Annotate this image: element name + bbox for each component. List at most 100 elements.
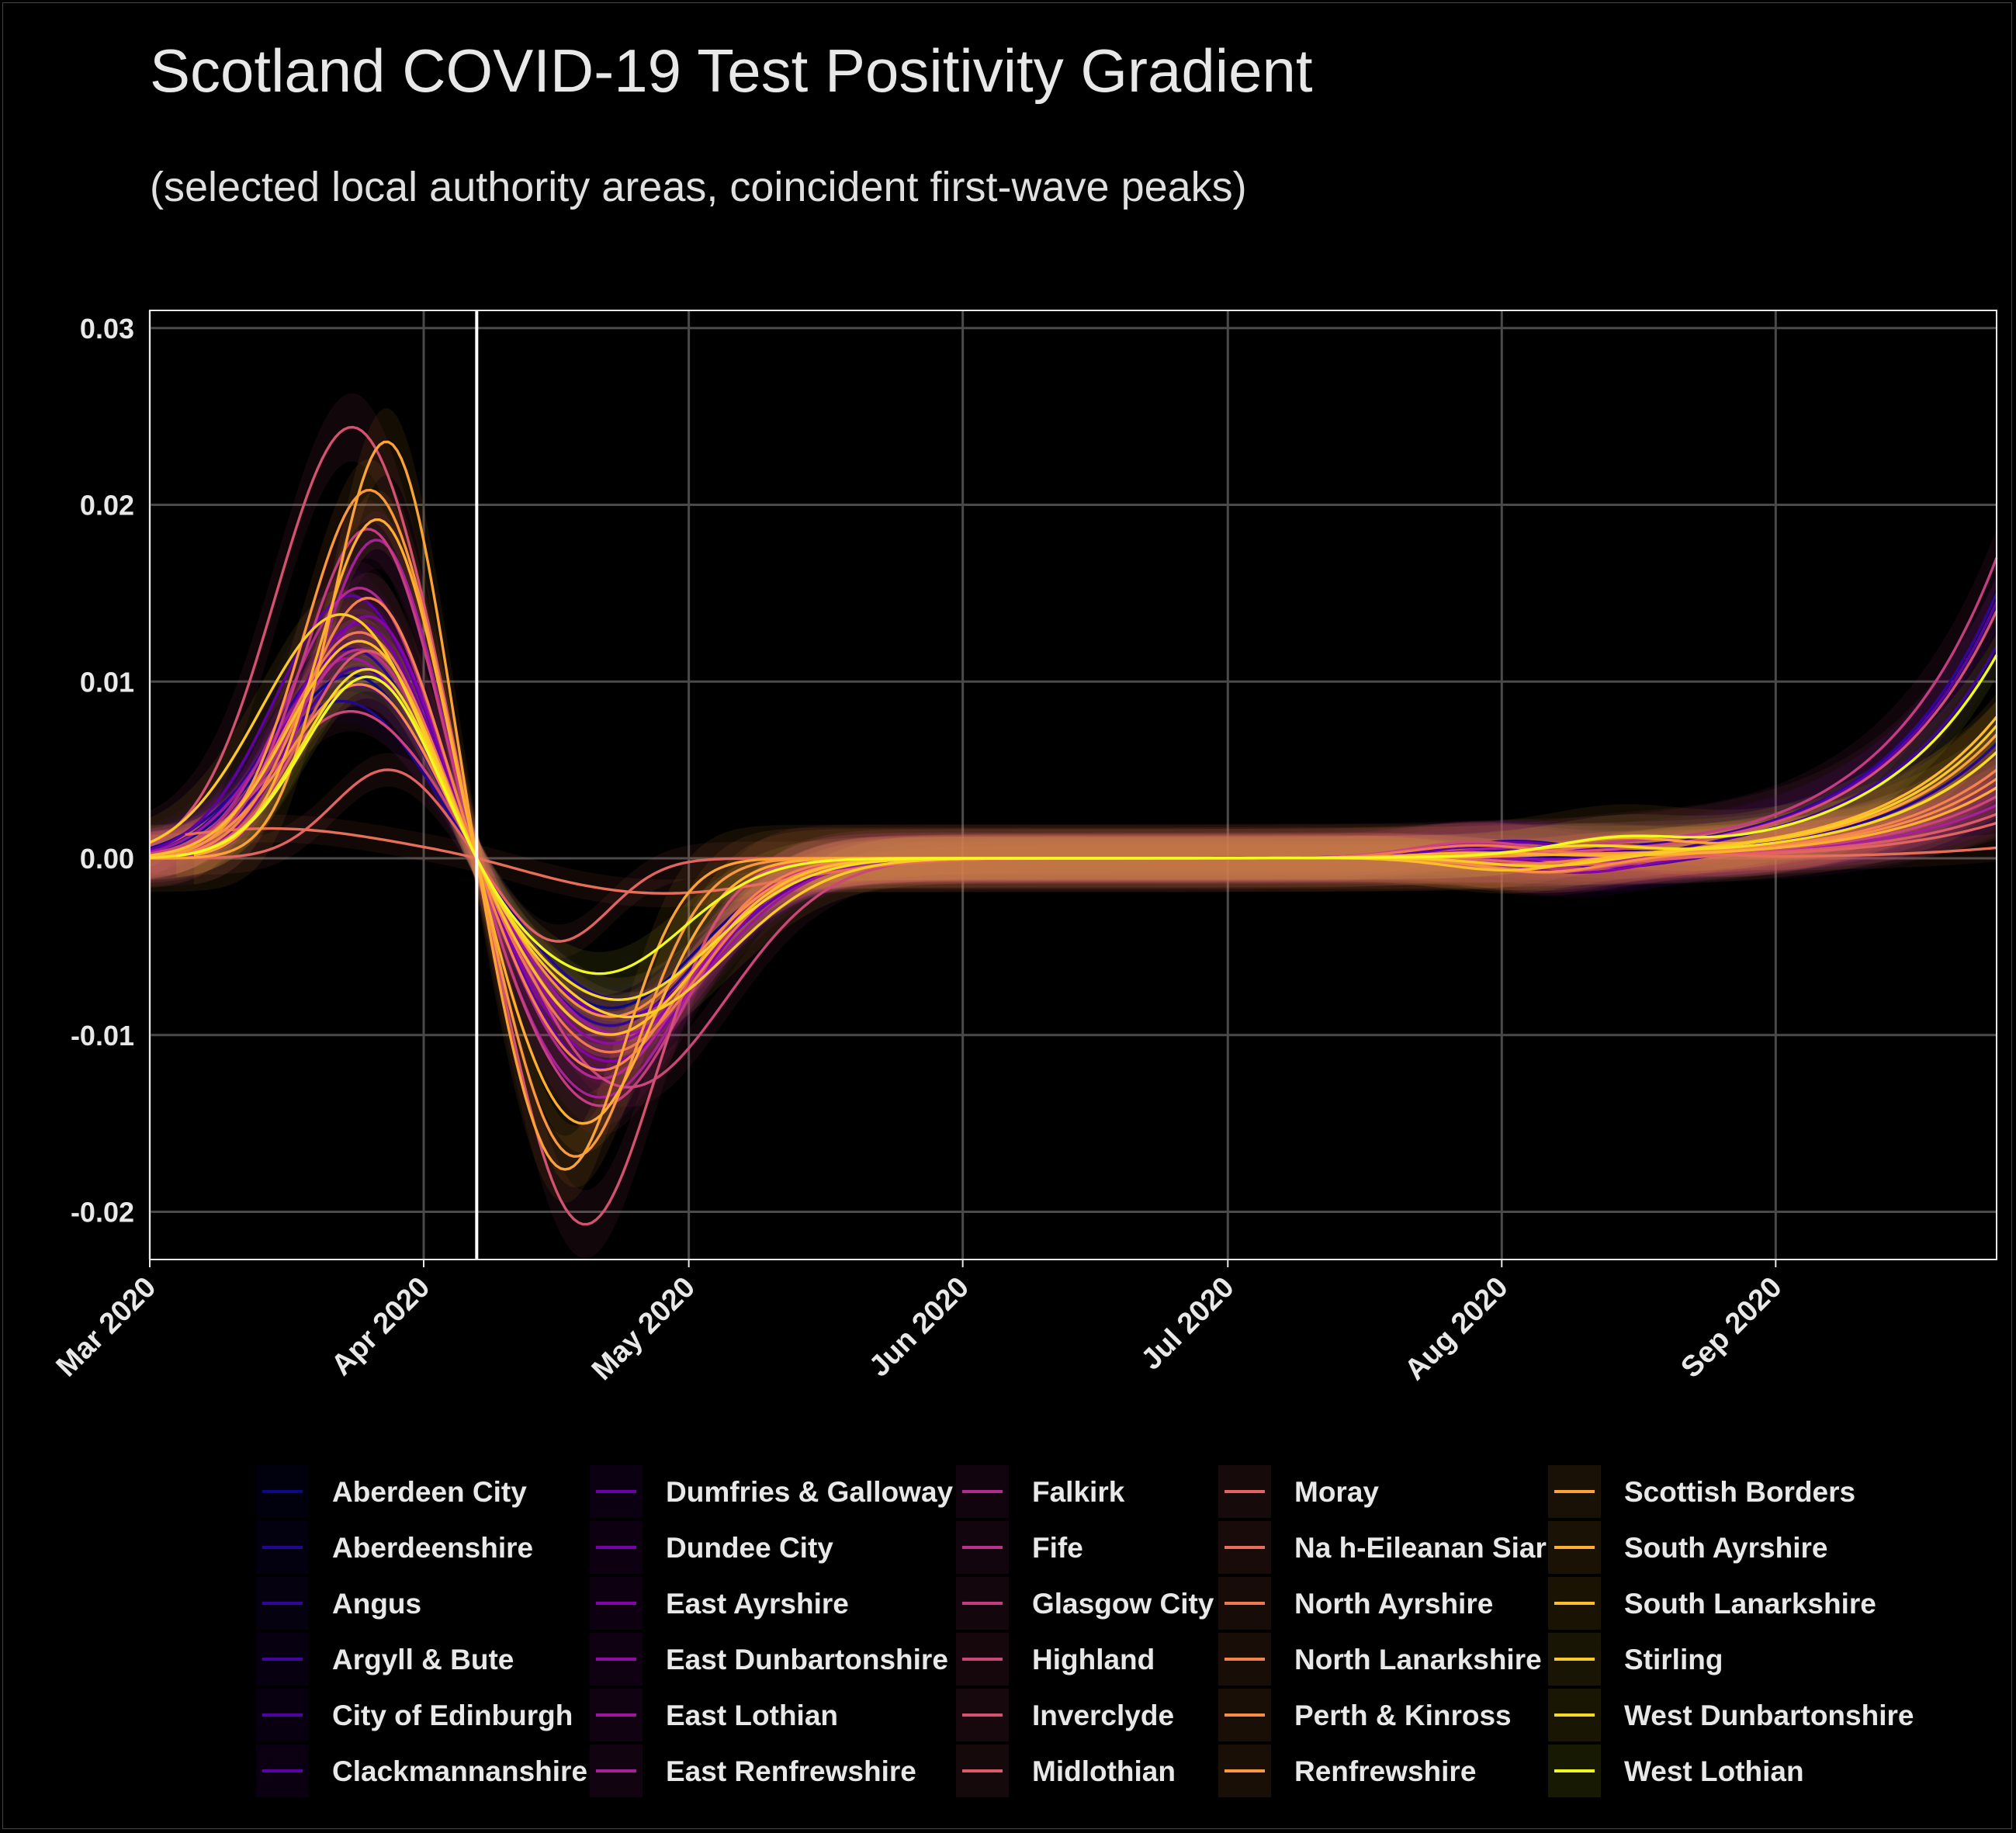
x-tick-label: Mar 2020 [50,1271,163,1384]
legend-item: Clackmannanshire [256,1745,587,1797]
legend-label: West Lothian [1624,1755,1804,1787]
band-argyll-bute [150,624,1997,1040]
legend-item: North Ayrshire [1218,1577,1493,1630]
legend-label: Angus [332,1588,421,1620]
legend-item: East Lothian [590,1689,838,1741]
series-line-west-lothian [175,654,1998,975]
x-tick-label: May 2020 [586,1271,701,1387]
band-east-dunbartonshire [150,617,1997,1067]
legend-label: East Ayrshire [666,1588,849,1620]
band-clackmannanshire [150,570,1997,1095]
legend-item: Stirling [1548,1633,1723,1686]
legend-label: South Lanarkshire [1624,1588,1876,1620]
band-north-lanarkshire [150,572,1997,1096]
y-tick-label: 0.00 [80,843,134,875]
legend-item: Renfrewshire [1218,1745,1476,1797]
legend-item: City of Edinburgh [256,1689,573,1741]
legend-label: Stirling [1624,1644,1723,1675]
x-tick-label: Jun 2020 [863,1271,975,1384]
legend-label: West Dunbartonshire [1624,1700,1914,1731]
legend-label: East Dunbartonshire [666,1644,948,1675]
legend-item: Moray [1218,1465,1379,1518]
y-tick-label: -0.02 [71,1197,134,1228]
legend-item: Inverclyde [956,1689,1174,1741]
band-midlothian [150,628,1997,1058]
legend-label: Midlothian [1032,1755,1176,1787]
legend-label: Renfrewshire [1294,1755,1476,1787]
band-scottish-borders [150,408,1997,1204]
legend-label: East Renfrewshire [666,1755,916,1787]
legend-item: Falkirk [956,1465,1125,1518]
legend-label: Perth & Kinross [1294,1700,1512,1731]
legend-item: Fife [956,1521,1083,1574]
legend-label: Scottish Borders [1624,1476,1855,1508]
legend-item: East Ayrshire [590,1577,849,1630]
y-tick-label: 0.01 [80,666,134,698]
legend-item: Aberdeenshire [256,1521,533,1574]
legend-item: Glasgow City [956,1577,1214,1630]
legend-item: Na h-Eileanan Siar [1218,1521,1547,1574]
band-east-ayrshire [150,591,1997,1086]
legend-item: West Dunbartonshire [1548,1689,1914,1741]
confidence-bands [150,393,1997,1259]
legend-label: North Ayrshire [1294,1588,1493,1620]
chart-title: Scotland COVID-19 Test Positivity Gradie… [150,36,1313,105]
legend-label: East Lothian [666,1700,838,1731]
legend-item: South Lanarkshire [1548,1577,1876,1630]
legend-item: Highland [956,1633,1155,1686]
legend-item: Dundee City [590,1521,833,1574]
band-falkirk [150,562,1997,1105]
legend-item: West Lothian [1548,1745,1804,1797]
legend-item: Perth & Kinross [1218,1689,1512,1741]
legend-label: City of Edinburgh [332,1700,573,1731]
x-tick-label: Aug 2020 [1398,1271,1514,1387]
legend-label: Highland [1032,1644,1155,1675]
band-west-lothian [176,633,1997,996]
legend-item: South Ayrshire [1548,1521,1827,1574]
y-tick-label: 0.03 [80,313,134,345]
legend-label: Dundee City [666,1532,833,1564]
legend-item: Argyll & Bute [256,1633,514,1686]
legend-label: North Lanarkshire [1294,1644,1542,1675]
band-south-lanarkshire [150,618,1997,1059]
legend-label: Inverclyde [1032,1700,1174,1731]
legend-item: North Lanarkshire [1218,1633,1542,1686]
band-fife [150,626,1997,1058]
band-west-dunbartonshire [150,646,1997,1022]
x-tick-label: Sep 2020 [1675,1271,1788,1384]
legend-item: Dumfries & Galloway [590,1465,954,1518]
legend-label: Aberdeenshire [332,1532,533,1564]
x-tick-label: Jul 2020 [1135,1271,1241,1377]
band-inverclyde [150,393,1997,1259]
legend-label: Fife [1032,1532,1083,1564]
band-east-lothian [150,636,1997,1057]
legend-item: Midlothian [956,1745,1176,1797]
band-highland [150,691,1997,1107]
legend-label: Falkirk [1032,1476,1125,1508]
legend-label: Argyll & Bute [332,1644,514,1675]
legend-item: Scottish Borders [1548,1465,1855,1518]
legend-label: Moray [1294,1476,1379,1508]
band-north-ayrshire [150,608,1997,1076]
legend-label: Glasgow City [1032,1588,1214,1620]
series-lines [149,425,1998,1226]
legend: Aberdeen City Aberdeenshire Angus Argyll & … [256,1465,1914,1797]
band-aberdeen-city [150,653,1997,1030]
legend-item: East Renfrewshire [590,1745,916,1797]
plot-border [149,310,1997,1260]
legend-label: Clackmannanshire [332,1755,587,1787]
x-tick-label: Apr 2020 [325,1271,436,1382]
legend-label: Na h-Eileanan Siar [1294,1532,1547,1564]
legend-label: Dumfries & Galloway [666,1476,954,1508]
band-stirling [150,589,1997,1042]
legend-item: East Dunbartonshire [590,1633,948,1686]
band-dumfries-galloway [150,664,1997,1038]
legend-label: South Ayrshire [1624,1532,1827,1564]
band-aberdeenshire [150,681,1997,1020]
band-renfrewshire [150,459,1997,1188]
y-tick-label: -0.01 [71,1020,134,1052]
y-tick-label: 0.02 [80,490,134,521]
legend-label: Aberdeen City [332,1476,527,1508]
chart-subtitle: (selected local authority areas, coincid… [150,164,1247,210]
